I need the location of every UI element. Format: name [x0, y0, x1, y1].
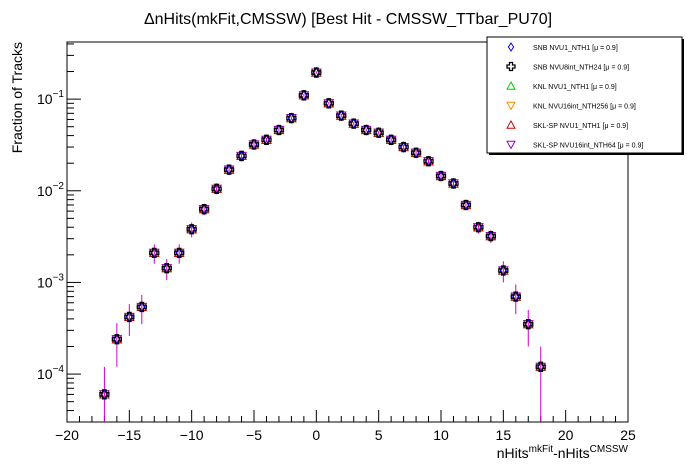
data-point	[236, 150, 247, 162]
data-point	[361, 124, 372, 136]
data-point	[410, 147, 422, 158]
data-point	[273, 124, 285, 136]
legend-label: KNL NVU16int_NTH256 [μ = 0.9]	[533, 104, 636, 111]
y-tick-label: 10−3	[37, 272, 64, 290]
data-point	[460, 199, 472, 211]
data-markers	[99, 67, 547, 400]
data-point	[198, 204, 210, 215]
x-axis-label-part2: -nHits	[553, 445, 590, 461]
data-point	[510, 291, 521, 302]
data-point	[448, 178, 459, 189]
data-point	[223, 164, 235, 175]
legend-mu-text: [μ = 0.9]	[603, 65, 629, 72]
data-point	[149, 247, 160, 259]
legend-series-name: KNL NVU1_NTH1	[533, 84, 591, 91]
legend-mu-text: [μ = 0.9]	[618, 143, 644, 150]
y-tick-label: 10−4	[37, 364, 64, 382]
x-tick-label: −15	[117, 427, 141, 443]
data-point	[136, 301, 147, 313]
x-tick-label: 25	[620, 427, 636, 443]
legend-mu-text: [μ = 0.9]	[610, 104, 636, 111]
data-point	[111, 334, 123, 345]
y-tick-label-exp: −4	[53, 364, 65, 375]
legend-marker	[507, 42, 515, 52]
data-point	[99, 389, 110, 400]
data-point	[498, 265, 509, 276]
x-tick-label: −20	[55, 427, 79, 443]
x-tick-label: 0	[312, 427, 320, 443]
x-tick-label: −10	[180, 427, 204, 443]
legend-series-name: KNL NVU16int_NTH256	[533, 104, 610, 111]
x-axis: −20 −15 −10 −5 0 5 10 15 20 25	[55, 410, 636, 443]
legend-marker	[506, 80, 516, 90]
x-tick-label: 10	[433, 427, 449, 443]
data-point	[211, 183, 222, 194]
x-tick-label: −5	[246, 427, 262, 443]
x-axis-label-part1: nHits	[497, 445, 529, 461]
legend-marker	[506, 140, 516, 150]
legend-marker	[506, 119, 516, 129]
legend-mu-text: [μ = 0.9]	[592, 45, 618, 52]
data-point	[261, 134, 272, 145]
data-point	[485, 230, 497, 242]
legend-marker	[506, 101, 516, 111]
data-point	[161, 263, 172, 274]
x-tick-label: 20	[558, 427, 574, 443]
y-tick-label-base: 10	[37, 183, 53, 199]
data-point	[311, 67, 322, 78]
legend-series-name: SNB NVU8int_NTH24	[533, 65, 603, 72]
y-tick-label-exp: −1	[53, 89, 65, 100]
y-tick-label-base: 10	[37, 366, 53, 382]
legend-label: SKL-SP NVU1_NTH1 [μ = 0.9]	[533, 123, 628, 130]
data-point	[398, 141, 409, 153]
legend-marker	[506, 61, 516, 72]
data-point	[523, 319, 534, 330]
legend-series-name: SKL-SP NVU16int_NTH64	[533, 143, 618, 150]
data-point	[286, 112, 297, 124]
legend-series-name: SNB NVU1_NTH1	[533, 45, 592, 52]
data-point	[348, 118, 359, 129]
legend-label: SNB NVU8int_NTH24 [μ = 0.9]	[533, 65, 629, 72]
data-point	[248, 139, 260, 150]
data-point	[535, 361, 546, 372]
legend-box	[486, 36, 683, 154]
plot-frame	[66, 41, 629, 423]
data-point	[174, 247, 185, 259]
data-point	[336, 110, 347, 121]
x-axis-label: nHitsmkFit-nHitsCMSSW	[497, 444, 629, 461]
y-tick-label-base: 10	[37, 91, 53, 107]
data-point	[435, 170, 447, 182]
y-axis-label: Fraction of Tracks	[9, 42, 25, 153]
data-point	[323, 98, 334, 109]
legend-label: SKL-SP NVU16int_NTH64 [μ = 0.9]	[533, 143, 643, 150]
legend-series-name: SKL-SP NVU1_NTH1	[533, 123, 603, 130]
y-axis: 10−410−310−210−1	[37, 43, 81, 423]
data-point	[423, 156, 434, 167]
x-tick-label: 15	[496, 427, 512, 443]
legend-mu-text: [μ = 0.9]	[591, 84, 617, 91]
data-point	[385, 134, 397, 145]
data-point	[124, 311, 135, 323]
data-point	[298, 90, 310, 101]
x-axis-label-sup2: CMSSW	[590, 444, 629, 455]
legend-mu-text: [μ = 0.9]	[603, 123, 629, 130]
y-tick-label-exp: −3	[53, 272, 65, 283]
data-point	[373, 127, 384, 138]
error-bars	[103, 71, 542, 422]
legend-label: KNL NVU1_NTH1 [μ = 0.9]	[533, 84, 617, 91]
legend-label: SNB NVU1_NTH1 [μ = 0.9]	[533, 45, 618, 52]
y-tick-label-exp: −2	[53, 181, 65, 192]
chart-title: ΔnHits(mkFit,CMSSW) [Best Hit - CMSSW_TT…	[144, 11, 552, 28]
y-tick-label: 10−1	[37, 89, 64, 107]
legend: SNB NVU1_NTH1 [μ = 0.9]SNB NVU8int_NTH24…	[486, 36, 684, 155]
data-point	[473, 222, 484, 233]
x-tick-label: 5	[375, 427, 383, 443]
x-axis-label-sup1: mkFit	[529, 444, 554, 455]
data-point	[186, 224, 197, 235]
y-tick-label: 10−2	[37, 181, 64, 199]
y-tick-label-base: 10	[37, 274, 53, 290]
